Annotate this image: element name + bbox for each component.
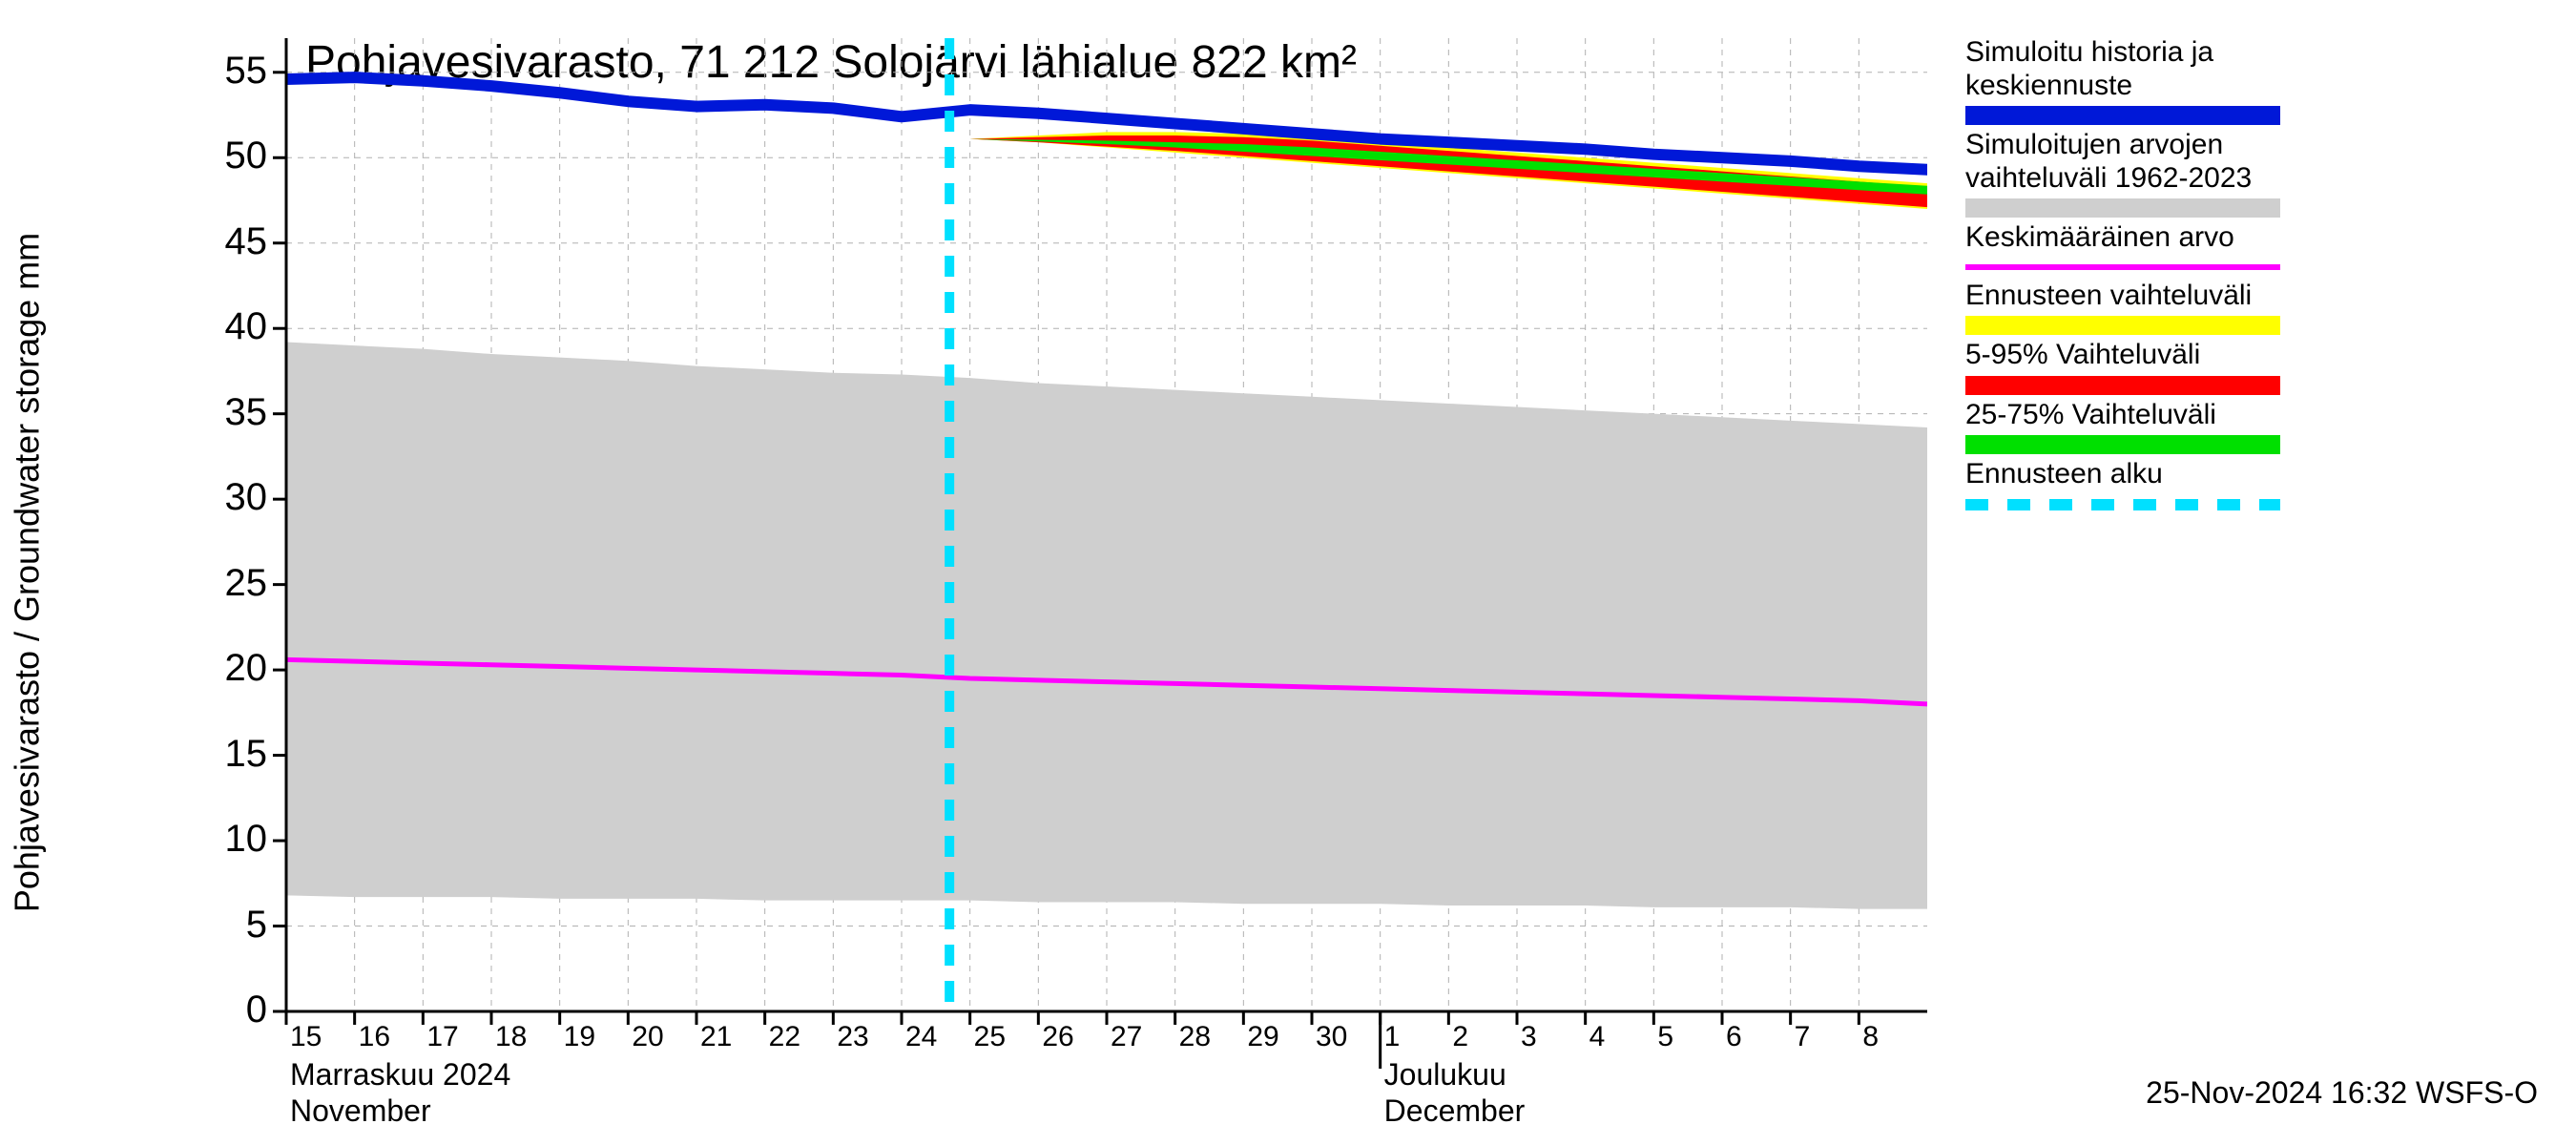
y-tick-label: 15 — [191, 733, 267, 776]
x-tick-label: 28 — [1179, 1021, 1211, 1053]
legend-swatch — [1965, 106, 2280, 125]
chart-footer: 25-Nov-2024 16:32 WSFS-O — [2146, 1075, 2538, 1111]
x-tick-label: 24 — [905, 1021, 937, 1053]
x-tick-label: 20 — [632, 1021, 663, 1053]
legend: Simuloitu historia jakeskiennuste Simuloi… — [1965, 36, 2280, 514]
legend-item: 5-95% Vaihteluväli — [1965, 339, 2280, 395]
legend-label: Keskimääräinen arvo — [1965, 221, 2280, 255]
y-tick-label: 50 — [191, 135, 267, 177]
legend-swatch — [1965, 376, 2280, 395]
legend-item: 25-75% Vaihteluväli — [1965, 399, 2280, 455]
y-tick-label: 30 — [191, 476, 267, 519]
legend-swatch — [1965, 316, 2280, 335]
x-tick-label: 6 — [1726, 1021, 1742, 1053]
y-tick-label: 0 — [191, 989, 267, 1031]
x-tick-label: 22 — [769, 1021, 800, 1053]
x-tick-label: 17 — [426, 1021, 458, 1053]
legend-swatch — [1965, 198, 2280, 218]
legend-label: 5-95% Vaihteluväli — [1965, 339, 2280, 372]
x-tick-label: 1 — [1384, 1021, 1401, 1053]
x-tick-label: 7 — [1795, 1021, 1811, 1053]
month-label-en: December — [1384, 1093, 1526, 1129]
legend-item: Simuloitu historia jakeskiennuste — [1965, 36, 2280, 125]
legend-item: Ennusteen vaihteluväli — [1965, 280, 2280, 336]
x-tick-label: 27 — [1111, 1021, 1142, 1053]
y-tick-label: 5 — [191, 904, 267, 947]
x-tick-label: 8 — [1862, 1021, 1879, 1053]
legend-swatch — [1965, 435, 2280, 454]
month-label-fi: Joulukuu — [1384, 1057, 1506, 1093]
y-tick-label: 45 — [191, 220, 267, 263]
x-tick-label: 2 — [1452, 1021, 1468, 1053]
y-tick-label: 35 — [191, 391, 267, 434]
legend-swatch — [1965, 499, 2280, 510]
legend-label: Simuloitujen arvojenvaihteluväli 1962-20… — [1965, 129, 2280, 195]
y-tick-label: 20 — [191, 647, 267, 690]
x-tick-label: 19 — [564, 1021, 595, 1053]
month-label-fi: Marraskuu 2024 — [290, 1057, 510, 1093]
x-tick-label: 18 — [495, 1021, 527, 1053]
legend-label: Ennusteen alku — [1965, 458, 2280, 491]
month-label-en: November — [290, 1093, 431, 1129]
y-tick-label: 10 — [191, 818, 267, 861]
legend-item: Ennusteen alku — [1965, 458, 2280, 510]
y-tick-label: 40 — [191, 305, 267, 348]
legend-label: 25-75% Vaihteluväli — [1965, 399, 2280, 432]
x-tick-label: 26 — [1042, 1021, 1073, 1053]
x-tick-label: 25 — [974, 1021, 1006, 1053]
x-tick-label: 29 — [1247, 1021, 1278, 1053]
legend-swatch — [1965, 264, 2280, 270]
y-tick-label: 25 — [191, 562, 267, 605]
x-tick-label: 3 — [1521, 1021, 1537, 1053]
legend-label: Ennusteen vaihteluväli — [1965, 280, 2280, 313]
legend-label: Simuloitu historia jakeskiennuste — [1965, 36, 2280, 102]
x-tick-label: 4 — [1589, 1021, 1606, 1053]
x-tick-label: 5 — [1657, 1021, 1673, 1053]
legend-item: Keskimääräinen arvo — [1965, 221, 2280, 270]
x-tick-label: 21 — [700, 1021, 732, 1053]
x-tick-label: 23 — [837, 1021, 868, 1053]
legend-item: Simuloitujen arvojenvaihteluväli 1962-20… — [1965, 129, 2280, 218]
x-tick-label: 30 — [1316, 1021, 1347, 1053]
x-tick-label: 15 — [290, 1021, 322, 1053]
x-tick-label: 16 — [359, 1021, 390, 1053]
y-tick-label: 55 — [191, 50, 267, 93]
chart-container: Pohjavesivarasto / Groundwater storage m… — [0, 0, 2576, 1145]
